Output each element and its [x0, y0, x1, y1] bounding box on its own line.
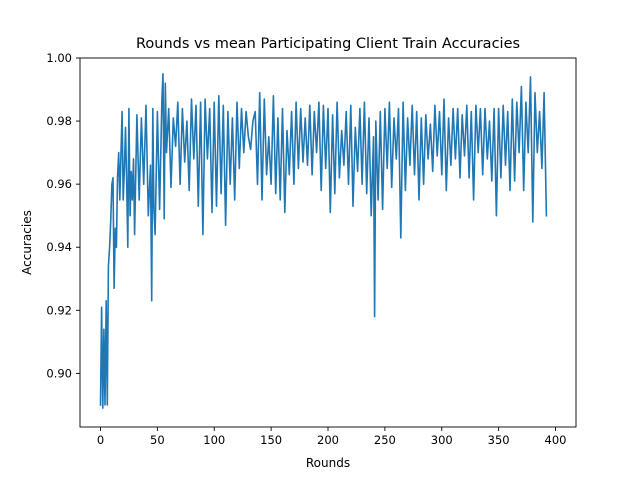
- plot-area: [99, 73, 548, 409]
- x-tick-label: 100: [203, 433, 225, 447]
- x-tick-label: 150: [260, 433, 282, 447]
- y-tick-label: 0.96: [46, 177, 72, 191]
- series-line-accuracy: [99, 73, 548, 409]
- x-tick-label: 0: [97, 433, 104, 447]
- x-axis-label: Rounds: [306, 456, 350, 470]
- y-tick-label: 1.00: [46, 51, 72, 65]
- x-axis: 0 50 100 150 200 250 300 350 400: [97, 427, 567, 447]
- y-tick-label: 0.98: [46, 114, 72, 128]
- x-tick-label: 300: [431, 433, 453, 447]
- axes-frame: [79, 57, 577, 428]
- y-tick-label: 0.92: [46, 303, 72, 317]
- x-tick-label: 200: [317, 433, 339, 447]
- x-tick-label: 250: [374, 433, 396, 447]
- x-tick-label: 50: [150, 433, 165, 447]
- x-tick-label: 350: [488, 433, 510, 447]
- y-axis: 0.90 0.92 0.94 0.96 0.98 1.00: [46, 51, 80, 380]
- x-tick-label: 400: [545, 433, 567, 447]
- chart-title: Rounds vs mean Participating Client Trai…: [136, 36, 520, 52]
- y-tick-label: 0.90: [46, 366, 72, 380]
- y-tick-label: 0.94: [46, 240, 72, 254]
- y-axis-label: Accuracies: [20, 210, 34, 275]
